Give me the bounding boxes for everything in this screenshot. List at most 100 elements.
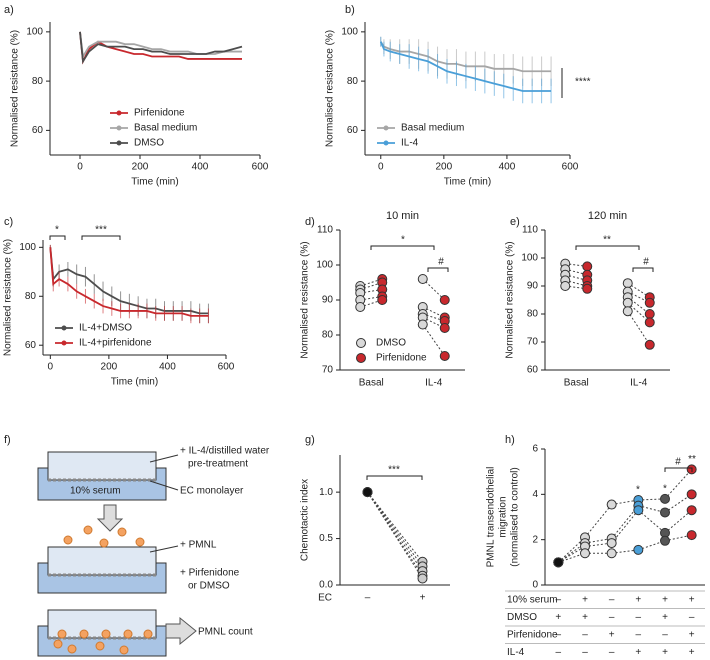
y-axis-label: Normalised resistance (%) [325, 30, 336, 147]
annotation: * [55, 225, 59, 236]
y-tick-label: 80 [347, 76, 359, 87]
legend-marker [116, 125, 122, 131]
dot [377, 295, 388, 305]
table-cell: + [689, 595, 695, 606]
dot [582, 261, 593, 272]
table-cell: + [582, 595, 588, 606]
y-tick-label: 70 [322, 365, 334, 376]
legend-marker [356, 353, 366, 363]
dot [439, 295, 450, 305]
link [611, 505, 639, 539]
dot [633, 544, 644, 555]
bracket [575, 245, 640, 250]
annotation: ** [603, 235, 611, 246]
x-tick-label: IL-4 [630, 378, 648, 389]
y-axis-label: Normalised resistance (%) [300, 241, 311, 358]
table-cell: + [662, 612, 668, 623]
panel-label: c) [4, 216, 13, 228]
y-tick-label: 0.0 [319, 580, 333, 591]
legend-label: IL-4 [401, 138, 419, 149]
insert [47, 451, 157, 481]
diagram-label: pre-treatment [188, 459, 248, 470]
dot [686, 489, 697, 500]
y-axis-label: (normalised to control) [510, 467, 521, 566]
x-tick-label: 400 [159, 362, 176, 373]
y-tick-label: 60 [527, 365, 539, 376]
dot [362, 487, 373, 498]
row-label: Pirfenidone [507, 630, 558, 641]
diagram-label: PMNL count [198, 627, 253, 638]
y-tick-label: 60 [25, 340, 37, 351]
table-cell: – [689, 612, 695, 623]
table-cell: – [556, 630, 562, 641]
x-tick-label: 600 [252, 162, 269, 173]
dot [633, 505, 644, 516]
dot [553, 557, 564, 568]
diagram-label: or DMSO [188, 581, 230, 592]
dot [417, 274, 428, 284]
dot [660, 493, 670, 504]
annotation: * [401, 235, 405, 246]
dot [355, 302, 366, 312]
pair-link [367, 491, 423, 576]
y-tick-label: 0.5 [319, 533, 333, 544]
table-cell: + [555, 612, 561, 623]
bracket [49, 235, 66, 240]
dot [606, 499, 617, 510]
annotation: *** [95, 225, 107, 236]
x-axis-label: Time (min) [111, 377, 158, 388]
diagram-label: + PMNL [180, 540, 217, 551]
table-cell: – [636, 630, 642, 641]
series-line [79, 31, 243, 65]
legend-label: DMSO [134, 138, 164, 149]
y-axis-label: migration [498, 496, 509, 537]
x-axis-label: Time (min) [444, 177, 491, 188]
dot [644, 297, 655, 308]
link [664, 493, 692, 513]
dot [417, 573, 428, 584]
panel-label: a) [4, 4, 14, 16]
y-axis-label: Normalised resistance (%) [10, 30, 21, 147]
y-tick-label: 100 [521, 253, 538, 264]
panel-label: e) [510, 216, 520, 228]
table-cell: – [582, 647, 588, 658]
dot [622, 306, 633, 317]
x-tick-label: 200 [132, 162, 149, 173]
link [584, 504, 613, 538]
series-line [79, 31, 242, 60]
x-tick-label: – [365, 593, 371, 604]
dot [439, 351, 450, 361]
y-tick-label: 100 [316, 260, 333, 271]
x-axis-label: EC [318, 593, 332, 604]
y-tick-label: 90 [527, 281, 539, 292]
bracket [370, 245, 435, 250]
y-axis-label: Normalised resistance (%) [3, 239, 14, 356]
table-cell: + [662, 595, 668, 606]
bracket [81, 235, 121, 240]
x-tick-label: Basal [359, 378, 384, 389]
legend-marker [61, 340, 67, 346]
panel-label: d) [305, 216, 315, 228]
x-tick-label: 0 [48, 362, 54, 373]
legend-label: Basal medium [134, 123, 197, 134]
table-cell: + [635, 595, 641, 606]
pointer [149, 545, 179, 553]
table-cell: + [635, 647, 641, 658]
series-line [49, 247, 209, 317]
y-tick-label: 100 [341, 26, 358, 37]
y-tick-label: 70 [527, 337, 539, 348]
cells [53, 629, 153, 655]
y-axis-label: Normalised resistance (%) [505, 241, 516, 358]
bracket [632, 267, 654, 272]
legend-label: IL-4+DMSO [79, 323, 132, 334]
annotation: * [636, 485, 640, 496]
row-label: 10% serum [507, 595, 558, 606]
link [664, 469, 693, 500]
legend-marker [116, 140, 122, 146]
y-tick-label: 80 [322, 330, 334, 341]
diagram-label: + Pirfenidone [180, 568, 240, 579]
table-cell: – [556, 647, 562, 658]
dot [580, 548, 590, 559]
panel-label: f) [4, 434, 11, 446]
y-axis-label: Chemotactic index [300, 479, 311, 561]
